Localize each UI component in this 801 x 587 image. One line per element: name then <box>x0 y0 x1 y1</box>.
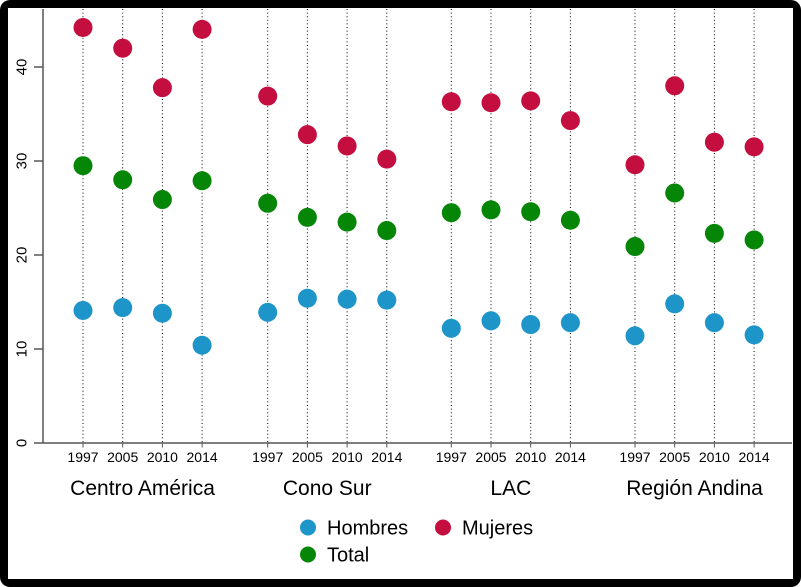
data-dot-hombres <box>113 298 133 318</box>
group-label: Cono Sur <box>283 477 372 500</box>
year-label: 2005 <box>475 449 506 465</box>
data-dot-total <box>744 230 764 250</box>
data-dot-total <box>521 202 541 222</box>
data-dot-hombres <box>441 318 461 338</box>
data-dot-mujeres <box>113 38 133 58</box>
data-dot-mujeres <box>258 86 278 106</box>
legend-dot-hombres <box>300 519 316 536</box>
data-dot-total <box>665 183 685 203</box>
data-dot-hombres <box>192 335 212 355</box>
year-label: 2005 <box>659 449 690 465</box>
data-dot-mujeres <box>625 155 645 175</box>
data-dot-total <box>625 237 645 257</box>
data-dot-mujeres <box>704 132 724 152</box>
data-dot-mujeres <box>152 78 172 98</box>
legend-dot-mujeres <box>435 519 451 536</box>
legend-dot-total <box>300 546 316 563</box>
data-dot-total <box>192 171 212 191</box>
year-label: 1997 <box>436 449 467 465</box>
year-label: 1997 <box>67 449 98 465</box>
data-dot-mujeres <box>377 149 397 169</box>
data-dot-total <box>152 190 172 210</box>
data-dot-hombres <box>704 313 724 333</box>
data-dot-mujeres <box>521 91 541 111</box>
legend-label: Total <box>327 545 369 567</box>
year-label: 1997 <box>252 449 283 465</box>
data-dot-hombres <box>481 311 501 331</box>
data-dot-total <box>337 212 357 232</box>
data-dot-total <box>258 193 278 213</box>
data-dot-mujeres <box>441 92 461 112</box>
group-label: LAC <box>490 477 531 500</box>
data-dot-mujeres <box>481 93 501 113</box>
data-dot-total <box>113 170 133 190</box>
plot-background <box>8 8 793 579</box>
data-dot-hombres <box>337 289 357 309</box>
data-dot-total <box>73 156 93 176</box>
data-dot-total <box>441 203 461 223</box>
data-dot-total <box>377 221 397 241</box>
year-label: 2005 <box>107 449 138 465</box>
year-label: 2014 <box>555 449 586 465</box>
year-label: 2014 <box>371 449 402 465</box>
year-label: 2010 <box>332 449 363 465</box>
data-dot-hombres <box>625 326 645 346</box>
data-dot-total <box>560 210 580 230</box>
year-label: 2010 <box>515 449 546 465</box>
y-tick-label: 20 <box>13 247 30 264</box>
data-dot-mujeres <box>744 137 764 157</box>
data-dot-hombres <box>665 294 685 314</box>
y-tick-label: 0 <box>13 439 30 447</box>
year-label: 2010 <box>699 449 730 465</box>
group-label: Región Andina <box>626 477 763 500</box>
data-dot-mujeres <box>73 18 93 38</box>
data-dot-mujeres <box>337 136 357 156</box>
data-dot-hombres <box>73 300 93 320</box>
y-tick-label: 40 <box>13 59 30 76</box>
year-label: 2005 <box>292 449 323 465</box>
year-label: 2014 <box>739 449 770 465</box>
year-label: 1997 <box>619 449 650 465</box>
data-dot-hombres <box>152 303 172 323</box>
data-dot-hombres <box>744 325 764 345</box>
legend-label: Mujeres <box>462 518 533 540</box>
data-dot-hombres <box>297 288 317 308</box>
data-dot-total <box>481 200 501 220</box>
data-dot-total <box>297 207 317 227</box>
legend-label: Hombres <box>327 518 408 540</box>
data-dot-mujeres <box>192 19 212 39</box>
data-dot-mujeres <box>560 111 580 131</box>
year-label: 2010 <box>147 449 178 465</box>
data-dot-hombres <box>377 290 397 310</box>
data-dot-mujeres <box>297 125 317 145</box>
data-dot-mujeres <box>665 76 685 96</box>
data-dot-hombres <box>521 315 541 335</box>
data-dot-hombres <box>560 313 580 333</box>
group-label: Centro América <box>70 477 215 500</box>
data-dot-total <box>704 223 724 243</box>
year-label: 2014 <box>187 449 218 465</box>
y-tick-label: 30 <box>13 153 30 170</box>
data-dot-hombres <box>258 302 278 322</box>
y-tick-label: 10 <box>13 341 30 358</box>
